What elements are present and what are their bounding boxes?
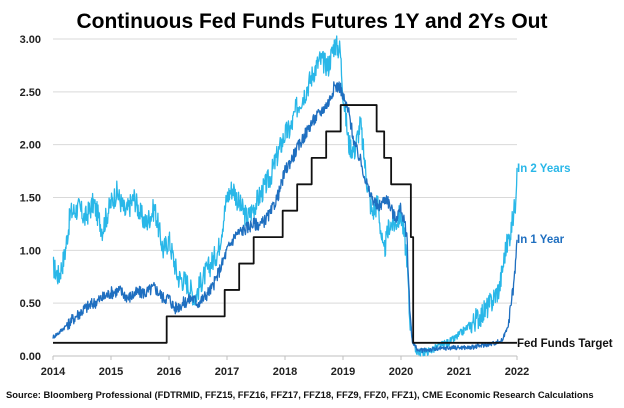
y-tick-label: 0.50 bbox=[20, 298, 41, 310]
series-in-1-year bbox=[52, 81, 518, 354]
x-axis-ticks: 2014 2015 2016 2017 2018 2019 2020 2021 2022 bbox=[41, 355, 529, 378]
x-tick-label: 2021 bbox=[447, 366, 471, 378]
y-axis-ticks: 0.00 0.50 1.00 1.50 2.00 2.50 3.00 bbox=[20, 34, 41, 363]
y-tick-label: 1.00 bbox=[20, 245, 41, 257]
series-labels: In 2 Years In 1 Year Fed Funds Target bbox=[517, 163, 613, 350]
label-series-fed-funds-target: Fed Funds Target bbox=[517, 338, 613, 350]
chart-title: Continuous Fed Funds Futures 1Y and 2Ys … bbox=[76, 10, 547, 33]
y-tick-label: 3.00 bbox=[20, 34, 41, 46]
series-lines bbox=[52, 35, 518, 357]
title-part-4: 2Ys bbox=[468, 10, 505, 33]
title-part-1: Continuous Fed Funds Futures bbox=[76, 10, 393, 33]
series-in-2-years bbox=[52, 35, 518, 357]
x-tick-label: 2020 bbox=[389, 366, 413, 378]
label-series-in-2-years: In 2 Years bbox=[517, 163, 571, 175]
y-tick-label: 2.50 bbox=[20, 87, 41, 99]
x-tick-label: 2015 bbox=[99, 366, 123, 378]
x-tick-label: 2018 bbox=[273, 366, 297, 378]
series-fed-funds-target bbox=[53, 104, 517, 344]
x-tick-label: 2014 bbox=[41, 366, 66, 378]
label-series-in-1-year: In 1 Year bbox=[517, 234, 565, 246]
source-note: Source: Bloomberg Professional (FDTRMID,… bbox=[6, 389, 594, 400]
x-tick-label: 2019 bbox=[331, 366, 355, 378]
x-tick-label: 2022 bbox=[505, 366, 529, 378]
title-part-5: Out bbox=[506, 10, 548, 33]
y-tick-label: 2.00 bbox=[20, 140, 41, 152]
title-part-3: and bbox=[419, 10, 468, 33]
x-tick-label: 2017 bbox=[215, 366, 239, 378]
y-tick-label: 1.50 bbox=[20, 193, 41, 205]
y-tick-label: 0.00 bbox=[20, 351, 41, 363]
x-tick-label: 2016 bbox=[157, 366, 181, 378]
title-part-2: 1Y bbox=[394, 10, 420, 33]
